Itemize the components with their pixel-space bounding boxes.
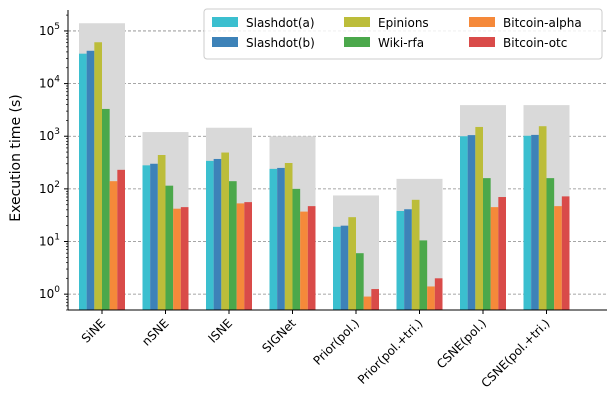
legend-swatch-4 — [469, 17, 495, 27]
legend-box — [203, 8, 603, 60]
bar-bitcoin-otc-2 — [244, 202, 252, 310]
x-tick-label-7: CSNE(pol.+tri.) — [478, 316, 552, 390]
bar-bitcoin-alpha-0 — [109, 181, 118, 310]
x-tick-label-3: SIGNet — [259, 316, 298, 355]
y-tick-labels: 100 101 102 103 104 105 — [39, 22, 60, 301]
bar-slashdot-a--5 — [396, 210, 405, 310]
bar-wiki-rfa-6 — [483, 178, 491, 310]
x-tick-label-5: Prior(pol.+tri.) — [355, 316, 426, 387]
bar-wiki-rfa-3 — [292, 188, 301, 310]
bar-wiki-rfa-2 — [229, 181, 237, 310]
bar-slashdot-b--4 — [340, 225, 349, 310]
x-tick-label-6: CSNE(pol.) — [434, 316, 489, 371]
y-tick-label-3: 103 — [39, 127, 60, 143]
legend-label-0: Slashdot(a) — [246, 16, 315, 30]
bar-slashdot-a--4 — [333, 226, 341, 310]
bar-bitcoin-alpha-3 — [300, 211, 308, 310]
bar-slashdot-b--5 — [404, 209, 412, 310]
legend-label-2: Epinions — [378, 16, 429, 30]
axes — [64, 10, 607, 314]
legend-label-3: Wiki-rfa — [378, 36, 424, 50]
bar-epinions-5 — [411, 199, 420, 310]
bar-slashdot-b--0 — [86, 50, 95, 310]
bar-bitcoin-alpha-6 — [490, 207, 499, 310]
legend-label-1: Slashdot(b) — [246, 36, 315, 50]
legend-swatch-1 — [212, 37, 238, 47]
bar-bitcoin-alpha-5 — [427, 286, 435, 310]
bar-wiki-rfa-5 — [419, 240, 428, 310]
bar-bitcoin-alpha-1 — [173, 208, 181, 310]
bar-slashdot-a--7 — [523, 135, 532, 310]
y-tick-label-0: 100 — [39, 285, 60, 301]
y-tick-label-4: 104 — [39, 75, 60, 91]
bar-bitcoin-otc-7 — [561, 196, 570, 310]
bar-slashdot-a--0 — [79, 53, 87, 310]
y-tick-label-2: 102 — [39, 180, 60, 196]
bar-epinions-0 — [94, 42, 102, 310]
bar-wiki-rfa-1 — [165, 185, 174, 310]
bar-bitcoin-alpha-4 — [363, 296, 372, 310]
bar-bitcoin-otc-5 — [434, 278, 443, 310]
bar-epinions-3 — [284, 163, 293, 310]
x-tick-label-2: lSNE — [206, 316, 235, 345]
legend-swatch-2 — [344, 17, 370, 27]
bar-slashdot-a--1 — [142, 165, 151, 310]
x-tick-label-4: Prior(pol.) — [310, 316, 362, 368]
bar-bitcoin-otc-3 — [307, 206, 316, 310]
y-tick-label-1: 101 — [39, 233, 60, 249]
y-tick-label-5: 105 — [39, 22, 60, 38]
legend-swatch-3 — [344, 37, 370, 47]
bar-slashdot-a--2 — [206, 160, 214, 310]
legend-swatch-0 — [212, 17, 238, 27]
bar-epinions-7 — [538, 126, 547, 310]
bar-wiki-rfa-4 — [356, 253, 364, 310]
y-axis-label: Execution time (s) — [8, 94, 24, 221]
bar-epinions-6 — [475, 126, 483, 310]
bar-slashdot-b--3 — [277, 167, 285, 310]
x-tick-label-1: nSNE — [139, 316, 171, 348]
legend-label-5: Bitcoin-otc — [503, 36, 567, 50]
legend-label-4: Bitcoin-alpha — [503, 16, 582, 30]
bar-bitcoin-alpha-7 — [554, 206, 562, 310]
x-tick-label-0: SiNE — [79, 316, 108, 345]
bar-slashdot-b--6 — [467, 135, 476, 310]
bar-slashdot-b--1 — [150, 163, 158, 310]
bar-bitcoin-otc-6 — [498, 197, 506, 310]
bar-slashdot-a--6 — [460, 136, 468, 310]
legend: Slashdot(a) Slashdot(b) Epinions Wiki-rfa Bi… — [203, 8, 603, 60]
bar-bitcoin-otc-1 — [180, 207, 189, 310]
bar-epinions-4 — [348, 217, 356, 310]
bar-wiki-rfa-0 — [102, 108, 110, 311]
bar-bitcoin-otc-4 — [371, 289, 379, 310]
bar-bitcoin-otc-0 — [117, 169, 125, 310]
bar-epinions-1 — [157, 154, 166, 310]
legend-swatch-5 — [469, 37, 495, 47]
bar-epinions-2 — [221, 152, 229, 310]
x-tick-labels: SiNE nSNE lSNE SIGNet Prior(pol.)Prior(pol.+… — [79, 316, 553, 390]
bar-bitcoin-alpha-2 — [236, 203, 245, 310]
series-bars — [79, 42, 570, 311]
bar-slashdot-a--3 — [269, 168, 278, 310]
bar-wiki-rfa-7 — [546, 178, 555, 310]
bar-slashdot-b--2 — [213, 158, 222, 310]
bar-slashdot-b--7 — [531, 134, 539, 310]
